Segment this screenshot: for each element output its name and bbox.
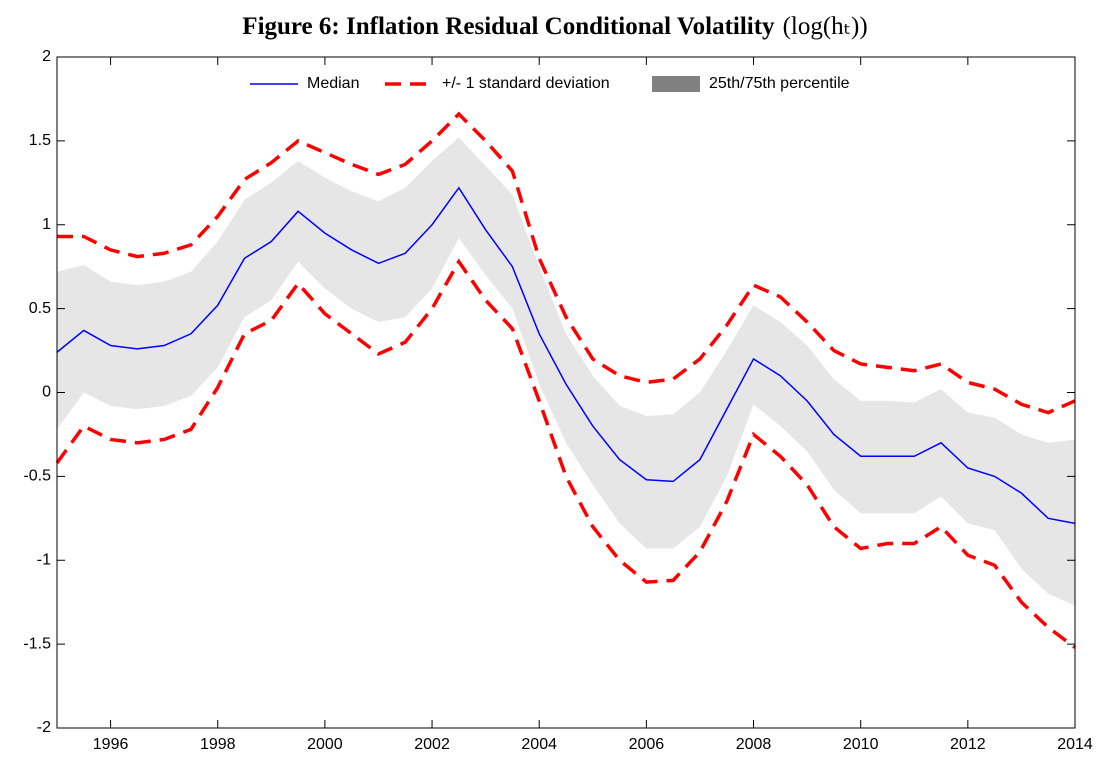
y-tick-label: -1 <box>37 551 51 568</box>
y-tick-label: -1.5 <box>23 635 51 652</box>
x-tick-label: 2010 <box>843 736 879 753</box>
legend-label: Median <box>307 75 359 92</box>
chart-title-formula: (log(hₜ)) <box>783 13 868 40</box>
x-tick-label: 2012 <box>950 736 986 753</box>
median-line <box>56 186 1076 525</box>
y-tick-label: -2 <box>37 719 51 736</box>
x-tick-label: 2014 <box>1057 736 1093 753</box>
y-tick-label: 1.5 <box>29 132 51 149</box>
y-tick-label: 0 <box>42 384 51 401</box>
std-line-lower <box>55 258 1077 649</box>
x-tick-label: 2000 <box>307 736 343 753</box>
legend: Median +/- 1 standard deviation 25th/75th … <box>250 75 850 92</box>
x-tick-label: 2002 <box>414 736 450 753</box>
y-tick-label: 1 <box>42 216 51 233</box>
chart-title: Figure 6: Inflation Residual Conditional… <box>242 13 775 40</box>
x-tick-label: 2008 <box>736 736 772 753</box>
legend-swatch <box>652 76 700 92</box>
y-tick-label: 2 <box>42 48 51 65</box>
chart-title-group: Figure 6: Inflation Residual Conditional… <box>242 13 867 40</box>
x-tick-label: 1998 <box>200 736 236 753</box>
y-tick-label: 0.5 <box>29 300 51 317</box>
y-tick-label: -0.5 <box>23 468 51 485</box>
std-line-upper <box>57 111 1076 415</box>
percentile-band <box>57 137 1075 606</box>
x-tick-label: 1996 <box>93 736 129 753</box>
x-tick-label: 2004 <box>521 736 557 753</box>
legend-label: +/- 1 standard deviation <box>442 75 610 92</box>
x-tick-label: 2006 <box>629 736 665 753</box>
legend-label: 25th/75th percentile <box>709 75 850 92</box>
